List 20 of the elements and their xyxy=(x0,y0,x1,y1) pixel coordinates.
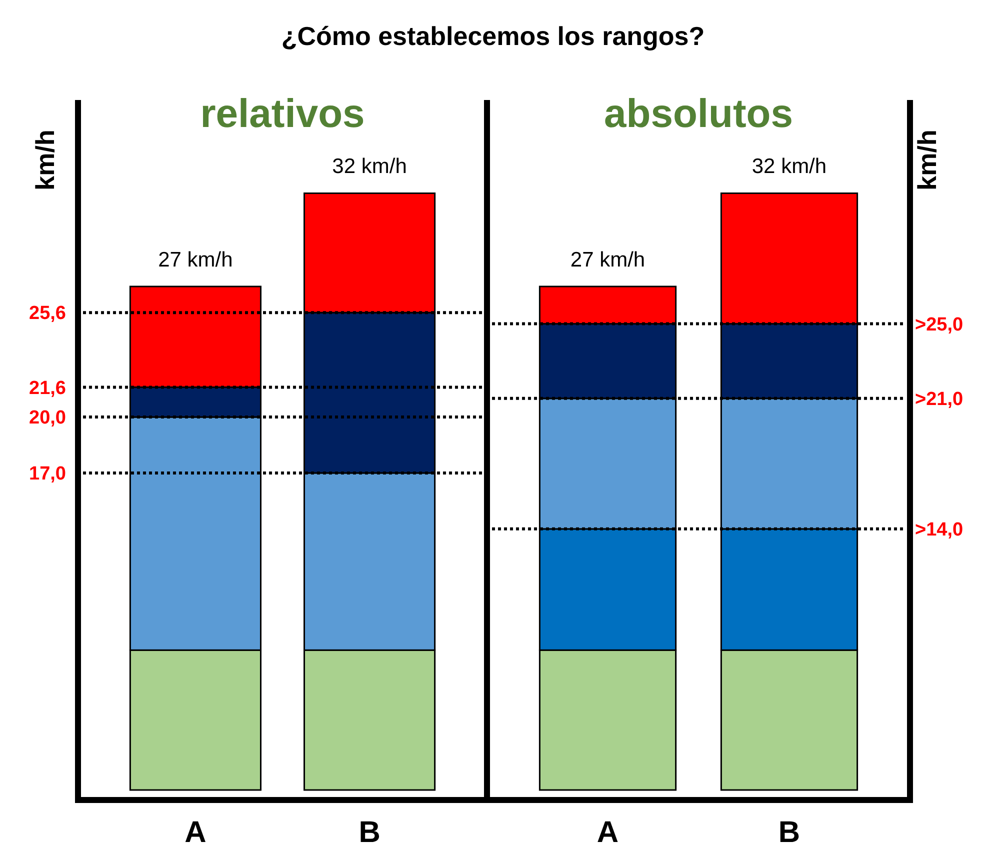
ref-line-label: >14,0 xyxy=(915,520,964,541)
annotation: 27 km/h xyxy=(158,248,233,272)
x-tick-label: A xyxy=(596,816,619,849)
y-axis-title: km/h xyxy=(30,130,60,190)
chart-subtitle: absolutos xyxy=(604,92,793,136)
y-tick-label: 25,6 xyxy=(29,303,66,324)
ref-line-label: >25,0 xyxy=(915,314,964,336)
x-tick-label: A xyxy=(184,816,206,849)
x-tick-label: B xyxy=(778,816,800,849)
y-tick-label: 21,6 xyxy=(29,378,66,399)
chart-title: ¿Cómo establecemos los rangos? xyxy=(281,21,705,51)
y-tick-label: 17,0 xyxy=(29,464,66,485)
ref-line-label: >21,0 xyxy=(915,389,964,410)
y-axis-title: km/h xyxy=(912,130,942,190)
annotation: 32 km/h xyxy=(332,155,407,178)
annotation: 32 km/h xyxy=(752,155,827,178)
annotation: 27 km/h xyxy=(570,248,646,272)
chart-subtitle: relativos xyxy=(200,92,365,136)
y-tick-label: 20,0 xyxy=(29,408,66,429)
x-tick-label: B xyxy=(358,816,380,849)
